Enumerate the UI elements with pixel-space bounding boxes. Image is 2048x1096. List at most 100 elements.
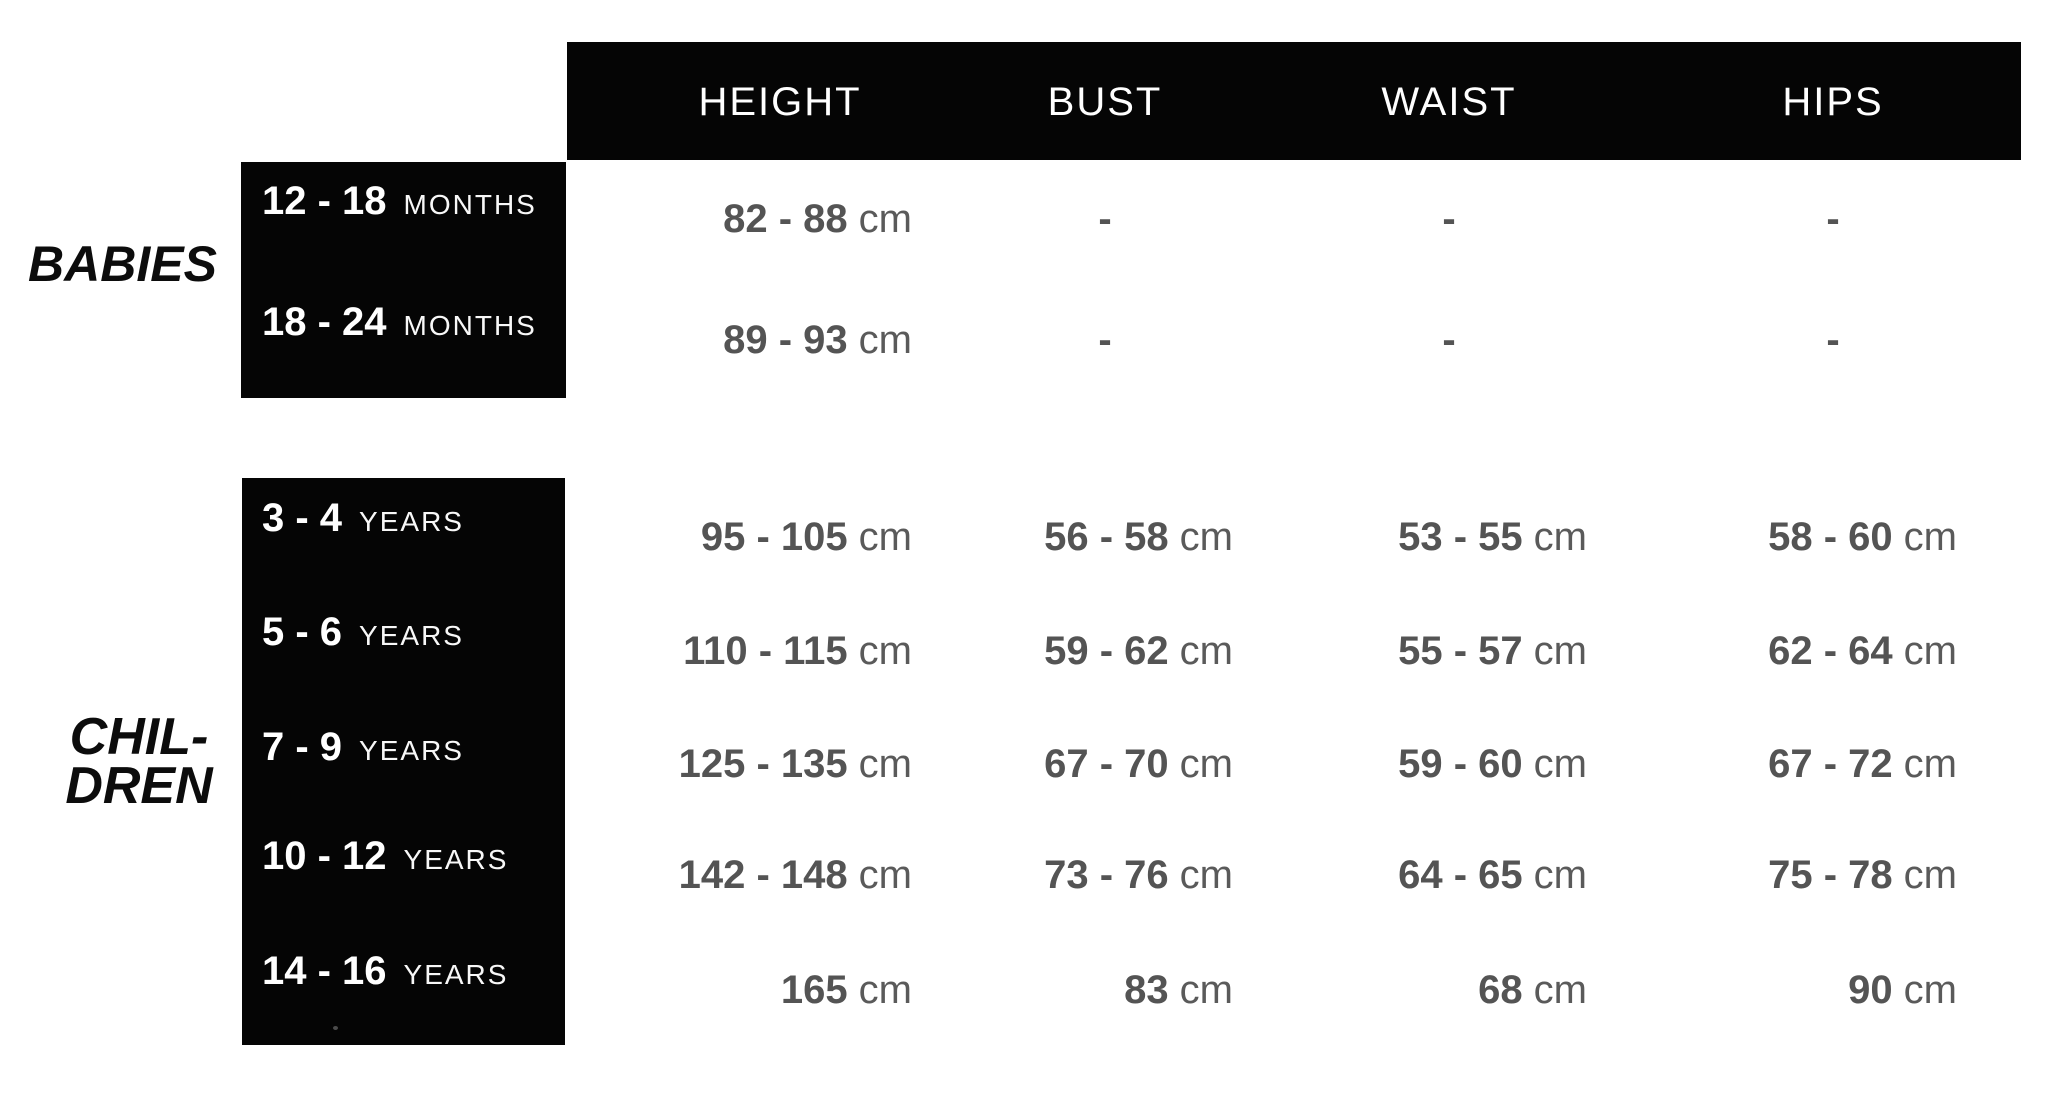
value-number: 75 - 78 bbox=[1768, 853, 1893, 897]
value-cell-hips: 90 cm bbox=[1848, 969, 1957, 1011]
value-cell-height: 89 - 93 cm bbox=[723, 319, 912, 361]
value-unit: cm bbox=[1179, 515, 1233, 559]
value-cell-hips-dash: - bbox=[1826, 197, 1840, 241]
value-cell-waist: 68 cm bbox=[1478, 969, 1587, 1011]
value-number: 56 - 58 bbox=[1044, 515, 1169, 559]
value-cell-height: 125 - 135 cm bbox=[679, 743, 912, 785]
age-range: 14 - 16 bbox=[262, 949, 387, 993]
value-unit: cm bbox=[1179, 742, 1233, 786]
age-label: 18 - 24 MONTHS bbox=[262, 301, 537, 347]
value-unit: cm bbox=[1903, 742, 1957, 786]
value-number: 73 - 76 bbox=[1044, 853, 1169, 897]
section-label-children: CHIL- DREN bbox=[58, 711, 220, 812]
value-number: 110 - 115 bbox=[683, 629, 848, 673]
age-label: 10 - 12 YEARS bbox=[262, 835, 508, 881]
value-number: 89 - 93 bbox=[723, 318, 848, 362]
value-cell-waist: 64 - 65 cm bbox=[1398, 854, 1587, 896]
column-header-bust: BUST bbox=[1047, 80, 1163, 124]
value-unit: cm bbox=[858, 197, 912, 241]
value-unit: cm bbox=[1903, 968, 1957, 1012]
print-dot-artifact bbox=[333, 1026, 338, 1030]
value-unit: cm bbox=[1903, 515, 1957, 559]
column-header-height: HEIGHT bbox=[698, 80, 862, 124]
value-unit: cm bbox=[1533, 515, 1587, 559]
value-number: 59 - 60 bbox=[1398, 742, 1523, 786]
value-cell-hips-dash: - bbox=[1826, 318, 1840, 362]
age-unit: YEARS bbox=[359, 735, 464, 766]
header-bar bbox=[567, 42, 2021, 160]
value-number: 83 bbox=[1124, 968, 1169, 1012]
value-number: 95 - 105 bbox=[700, 515, 848, 559]
value-cell-height: 165 cm bbox=[781, 969, 912, 1011]
age-label: 14 - 16 YEARS bbox=[262, 950, 508, 996]
age-range: 3 - 4 bbox=[262, 496, 343, 540]
age-unit: YEARS bbox=[359, 620, 464, 651]
value-cell-bust: 73 - 76 cm bbox=[1044, 854, 1233, 896]
value-unit: cm bbox=[1179, 629, 1233, 673]
value-cell-hips: 67 - 72 cm bbox=[1768, 743, 1957, 785]
value-cell-bust-dash: - bbox=[1098, 318, 1112, 362]
value-number: 55 - 57 bbox=[1398, 629, 1523, 673]
value-unit: cm bbox=[1533, 629, 1587, 673]
age-unit: YEARS bbox=[403, 959, 509, 990]
value-cell-bust-dash: - bbox=[1098, 197, 1112, 241]
age-label: 12 - 18 MONTHS bbox=[262, 180, 537, 226]
column-header-waist: WAIST bbox=[1381, 80, 1517, 124]
value-cell-hips: 62 - 64 cm bbox=[1768, 630, 1957, 672]
value-cell-bust: 56 - 58 cm bbox=[1044, 516, 1233, 558]
age-unit: MONTHS bbox=[403, 189, 537, 220]
value-cell-waist-dash: - bbox=[1442, 197, 1456, 241]
age-range: 5 - 6 bbox=[262, 610, 343, 654]
value-cell-hips: 58 - 60 cm bbox=[1768, 516, 1957, 558]
age-label: 7 - 9 YEARS bbox=[262, 726, 464, 772]
value-number: 82 - 88 bbox=[723, 197, 848, 241]
age-unit: YEARS bbox=[403, 844, 509, 875]
value-cell-bust: 67 - 70 cm bbox=[1044, 743, 1233, 785]
value-unit: cm bbox=[1179, 968, 1233, 1012]
age-label: 3 - 4 YEARS bbox=[262, 497, 464, 543]
babies-age-box bbox=[241, 162, 566, 398]
value-number: 125 - 135 bbox=[678, 742, 848, 786]
value-cell-height: 95 - 105 cm bbox=[701, 516, 912, 558]
value-unit: cm bbox=[1533, 968, 1587, 1012]
column-header-hips: HIPS bbox=[1782, 80, 1884, 124]
value-unit: cm bbox=[858, 515, 912, 559]
value-unit: cm bbox=[858, 853, 912, 897]
value-number: 142 - 148 bbox=[678, 853, 848, 897]
value-unit: cm bbox=[1533, 742, 1587, 786]
value-number: 58 - 60 bbox=[1768, 515, 1893, 559]
value-cell-bust: 59 - 62 cm bbox=[1044, 630, 1233, 672]
value-unit: cm bbox=[858, 629, 912, 673]
section-label-children-line2: DREN bbox=[65, 757, 213, 815]
value-cell-height: 110 - 115 cm bbox=[683, 630, 912, 672]
value-cell-waist: 59 - 60 cm bbox=[1398, 743, 1587, 785]
value-number: 67 - 72 bbox=[1768, 742, 1893, 786]
value-unit: cm bbox=[1179, 853, 1233, 897]
section-label-babies: BABIES bbox=[28, 236, 217, 292]
value-unit: cm bbox=[1903, 853, 1957, 897]
value-cell-waist: 55 - 57 cm bbox=[1398, 630, 1587, 672]
value-cell-bust: 83 cm bbox=[1124, 969, 1233, 1011]
age-unit: YEARS bbox=[359, 506, 464, 537]
value-number: 165 bbox=[780, 968, 848, 1012]
value-number: 67 - 70 bbox=[1044, 742, 1169, 786]
section-label-children-line1: CHIL- bbox=[69, 708, 209, 766]
value-number: 59 - 62 bbox=[1044, 629, 1169, 673]
value-cell-waist: 53 - 55 cm bbox=[1398, 516, 1587, 558]
value-number: 64 - 65 bbox=[1398, 853, 1523, 897]
age-label: 5 - 6 YEARS bbox=[262, 611, 464, 657]
value-cell-height: 142 - 148 cm bbox=[679, 854, 912, 896]
age-range: 18 - 24 bbox=[262, 300, 387, 344]
value-unit: cm bbox=[1903, 629, 1957, 673]
value-number: 90 bbox=[1848, 968, 1893, 1012]
age-range: 7 - 9 bbox=[262, 725, 343, 769]
value-number: 53 - 55 bbox=[1398, 515, 1523, 559]
value-unit: cm bbox=[858, 968, 912, 1012]
age-range: 10 - 12 bbox=[262, 834, 387, 878]
value-number: 68 bbox=[1478, 968, 1523, 1012]
value-cell-height: 82 - 88 cm bbox=[723, 198, 912, 240]
value-cell-waist-dash: - bbox=[1442, 318, 1456, 362]
value-unit: cm bbox=[858, 742, 912, 786]
value-unit: cm bbox=[1533, 853, 1587, 897]
